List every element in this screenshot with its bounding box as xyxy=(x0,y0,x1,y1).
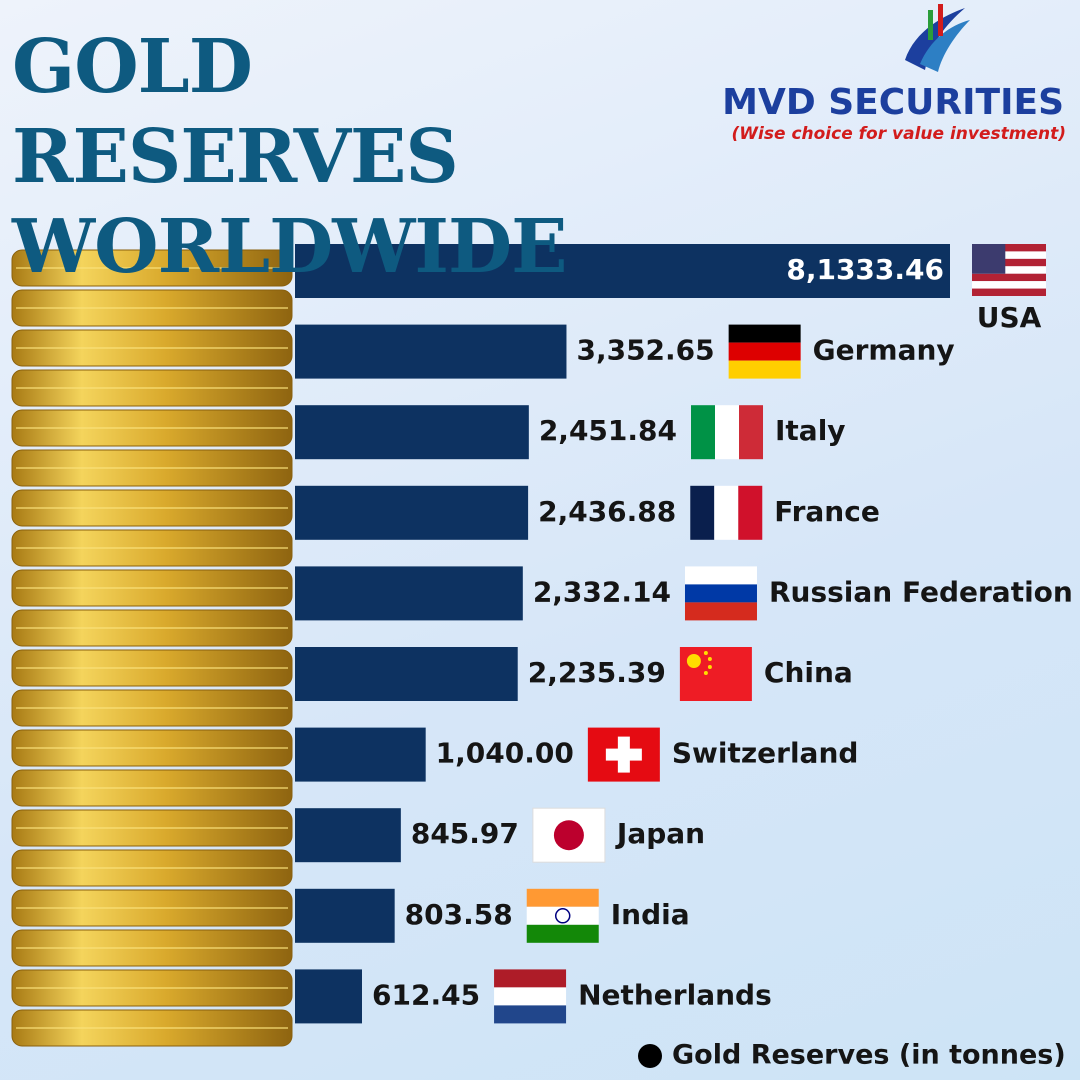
bar xyxy=(295,244,950,298)
bar xyxy=(295,888,395,943)
logo xyxy=(905,4,970,72)
category-label: India xyxy=(611,898,690,931)
category-label: Netherlands xyxy=(578,978,772,1011)
value-label: 845.97 xyxy=(411,817,519,850)
flag-part xyxy=(972,251,1046,259)
category-label: Switzerland xyxy=(672,737,859,770)
flag-part xyxy=(494,1005,567,1024)
flag-part xyxy=(715,405,740,460)
category-label: France xyxy=(774,495,880,528)
flag-part xyxy=(707,665,712,669)
flag xyxy=(691,405,764,460)
flag-part xyxy=(684,566,757,585)
flag-part xyxy=(972,244,1006,274)
flag-part xyxy=(972,281,1046,289)
bar xyxy=(295,969,362,1024)
flag-part xyxy=(703,671,708,675)
flag-part xyxy=(526,906,599,925)
flag xyxy=(532,807,606,863)
value-label: 2,436.88 xyxy=(538,495,676,528)
value-label: 803.58 xyxy=(405,898,513,931)
flag xyxy=(684,566,757,621)
flag-part xyxy=(707,657,712,661)
bar xyxy=(295,324,567,379)
flag-part xyxy=(739,405,764,460)
flag-part xyxy=(728,342,801,361)
legend-marker xyxy=(638,1044,662,1068)
flag-part xyxy=(553,820,584,851)
flag-part xyxy=(554,908,571,924)
value-label: 1,040.00 xyxy=(436,737,574,770)
flag-part xyxy=(494,969,567,988)
flag xyxy=(587,727,660,782)
value-label: 612.45 xyxy=(372,978,480,1011)
category-label: USA xyxy=(977,301,1042,334)
bar xyxy=(295,405,529,460)
category-label: Russian Federation xyxy=(769,575,1073,608)
flag-part xyxy=(703,651,708,655)
flag xyxy=(972,244,1046,296)
flag-part xyxy=(605,748,642,761)
flag xyxy=(679,647,752,701)
flag-part xyxy=(526,888,599,907)
flag-part xyxy=(728,324,801,343)
flag-part xyxy=(738,485,763,540)
flag-part xyxy=(690,485,715,540)
flag-part xyxy=(691,405,716,460)
flag-part xyxy=(972,266,1046,274)
flag-part xyxy=(728,360,801,379)
flag xyxy=(690,485,763,540)
category-label: Japan xyxy=(615,817,705,850)
tagline: (Wise choice for value investment) xyxy=(731,124,1066,144)
chart-title: GOLD RESERVES WORLDWIDE xyxy=(12,24,568,290)
flag-part xyxy=(684,602,757,621)
flag-part xyxy=(684,584,757,603)
value-label: 2,451.84 xyxy=(539,414,677,447)
value-label: 8,1333.46 xyxy=(786,253,944,286)
flag-part xyxy=(526,924,599,943)
legend-label: Gold Reserves (in tonnes) xyxy=(672,1040,1066,1071)
bar xyxy=(295,566,523,621)
value-label: 3,352.65 xyxy=(576,334,714,367)
coin-stack xyxy=(11,249,293,1047)
bar xyxy=(295,485,529,540)
bar xyxy=(295,727,426,782)
value-label: 2,332.14 xyxy=(533,575,671,608)
bar xyxy=(295,808,401,863)
bar xyxy=(295,647,518,701)
category-label: Germany xyxy=(813,334,955,367)
flag-part xyxy=(494,987,567,1006)
flag-part xyxy=(972,258,1046,267)
brand: MVD SECURITIES xyxy=(722,82,1064,123)
flag xyxy=(494,969,567,1024)
value-label: 2,235.39 xyxy=(528,656,666,689)
flag xyxy=(728,324,801,379)
flag xyxy=(526,888,599,943)
flag-part xyxy=(714,485,739,540)
category-label: China xyxy=(764,656,853,689)
flag-part xyxy=(972,244,1046,252)
flag-part xyxy=(972,288,1046,296)
category-label: Italy xyxy=(775,414,846,447)
flag-part xyxy=(972,273,1046,282)
flag-part xyxy=(686,654,701,668)
